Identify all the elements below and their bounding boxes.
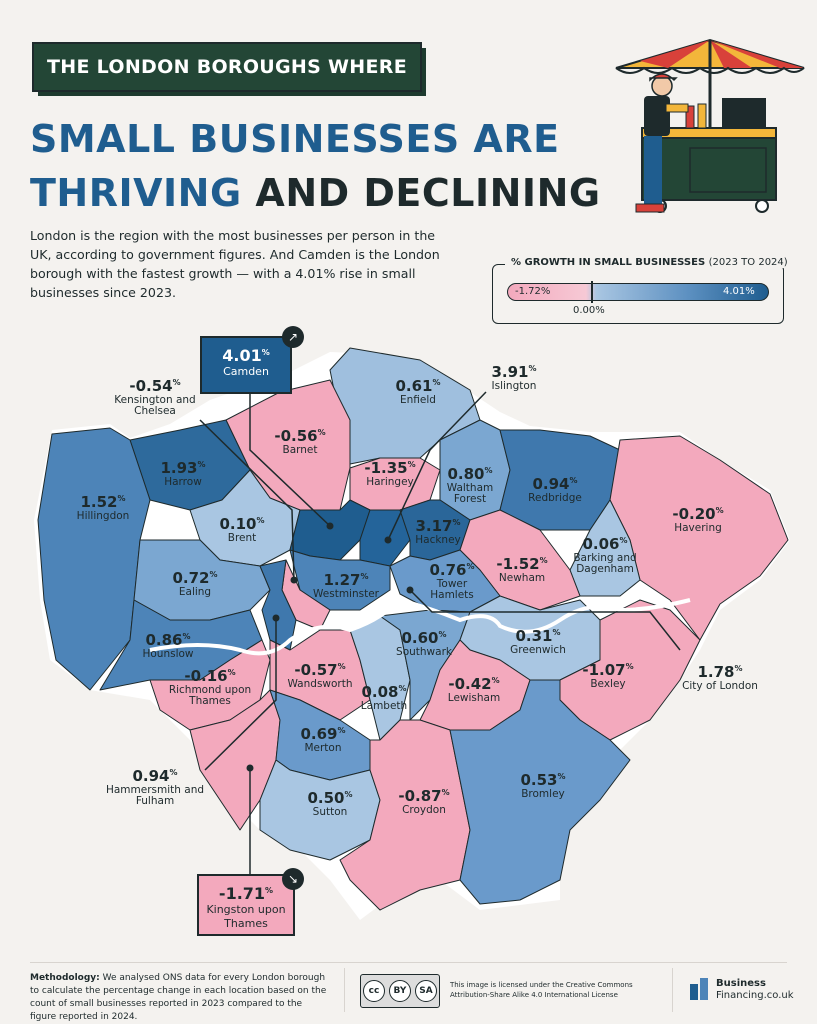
label-bexley: -1.07% Bexley [582,661,634,690]
legend-gradient-bar [507,283,769,301]
leader-hammersmith [204,618,277,771]
legend-zero: 0.00% [573,305,605,316]
label-wandsworth: -0.57% Wandsworth [287,661,353,690]
map-region-richmond [149,639,271,731]
headline-line-1: SMALL BUSINESSES ARE [30,117,560,161]
trend-down-icon: ↘ [282,868,304,890]
trend-up-icon: ↗ [282,326,304,348]
title-banner: THE LONDON BOROUGHS WHERE [32,42,428,98]
legend-min: -1.72% [515,286,551,297]
map-region-croydon [339,719,471,911]
brand-icon [690,978,708,1000]
label-lambeth: 0.08% Lambeth [360,683,408,712]
label-richmond: -0.16% Richmond upon Thames [168,667,252,708]
headline-thriving: THRIVING [30,171,242,215]
label-hounslow: 0.86% Hounslow [142,631,194,660]
banner-text: THE LONDON BOROUGHS WHERE [47,56,407,78]
label-barnet: -0.56% Barnet [274,427,326,456]
label-westminster: 1.27% Westminster [313,571,379,600]
leader-camden [249,394,331,527]
license-text: This image is licensed under the Creativ… [450,981,633,999]
footer-separator-2 [672,968,673,1012]
methodology: Methodology: We analysed ONS data for ev… [30,973,327,1022]
brand-logo[interactable]: Business Financing.co.uk [690,978,794,1002]
label-redbridge: 0.94% Redbridge [528,475,582,504]
label-barking: 0.06% Barking and Dagenham [573,535,637,576]
label-newham: -1.52% Newham [496,555,548,584]
leader-islington [387,391,487,541]
label-hammersmith: 0.94% Hammersmith and Fulham [105,767,205,808]
callout-kingston: -1.71% Kingston upon Thames [197,874,295,936]
label-croydon: -0.87% Croydon [398,787,450,816]
label-brent: 0.10% Brent [219,515,265,544]
label-tower-hamlets: 0.76% Tower Hamlets [429,561,475,602]
map-region-bromley [449,679,631,905]
cc-sa-icon: SA [415,980,437,1002]
map-region-bexley [559,599,701,741]
label-hillingdon: 1.52% Hillingdon [76,493,130,522]
label-hackney: 3.17% Hackney [415,517,461,546]
label-sutton: 0.50% Sutton [307,789,353,818]
footer-separator-1 [344,968,345,1012]
cc-by-icon: BY [389,980,411,1002]
leader-kensington [199,419,295,581]
label-waltham-forest: 0.80% Waltham Forest [446,465,494,506]
label-lewisham: -0.42% Lewisham [447,675,501,704]
cc-icon: cc [363,980,385,1002]
leader-city [409,589,681,651]
intro-paragraph: London is the region with the most busin… [30,228,440,300]
label-merton: 0.69% Merton [300,725,346,754]
brand-name: Business Financing.co.uk [716,978,794,1001]
legend-zero-tick [591,281,593,303]
headline-declining: AND DECLINING [255,171,601,215]
label-ealing: 0.72% Ealing [172,569,218,598]
label-greenwich: 0.31% Greenwich [510,627,566,656]
banner-box: THE LONDON BOROUGHS WHERE [32,42,422,92]
label-haringey: -1.35% Haringey [364,459,416,488]
label-harrow: 1.93% Harrow [160,459,206,488]
label-bromley: 0.53% Bromley [520,771,566,800]
legend-title-light: (2023 TO 2024) [708,257,788,268]
headline-line-2: THRIVING AND DECLINING [30,170,601,216]
legend-title-bold: % GROWTH IN SMALL BUSINESSES [511,257,706,268]
label-city-of-london: 1.78% City of London [682,663,758,692]
label-islington: 3.91% Islington [491,363,537,392]
legend: % GROWTH IN SMALL BUSINESSES (2023 TO 20… [492,257,794,324]
label-havering: -0.20% Havering [672,505,724,534]
label-southwark: 0.60% Southwark [396,629,452,658]
label-enfield: 0.61% Enfield [395,377,441,406]
callout-camden: 4.01% Camden [200,336,292,394]
legend-title: % GROWTH IN SMALL BUSINESSES (2023 TO 20… [505,257,794,268]
creative-commons-badge: cc BY SA [360,974,440,1008]
label-kensington: -0.54% Kensington and Chelsea [114,377,196,418]
legend-max: 4.01% [723,286,755,297]
footer-divider [30,962,787,963]
